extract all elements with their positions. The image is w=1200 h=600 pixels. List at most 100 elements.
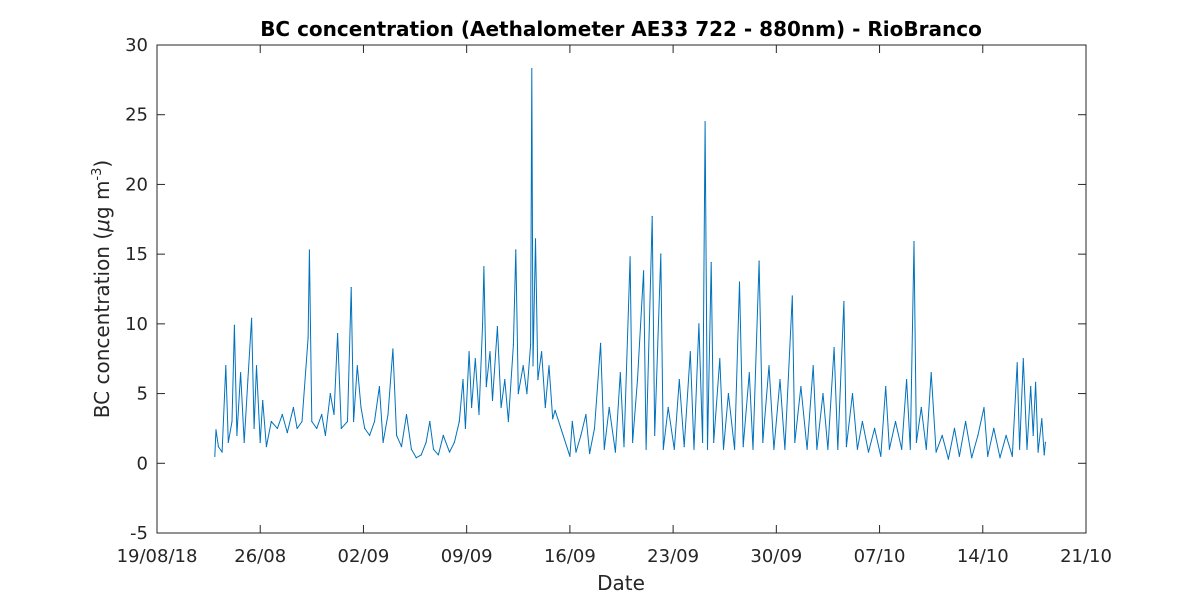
data-point (265, 446, 267, 448)
data-point (369, 434, 371, 436)
data-point (758, 260, 760, 262)
data-point (217, 446, 219, 448)
data-point (977, 434, 979, 436)
data-point (1041, 418, 1043, 420)
data-point (270, 420, 272, 423)
data-point (233, 324, 235, 326)
data-point (971, 457, 973, 459)
data-point (396, 434, 398, 436)
data-point (915, 441, 918, 443)
data-point (458, 420, 460, 423)
data-point (673, 448, 675, 450)
x-tick-label: 19/08/18 (117, 546, 198, 567)
data-point (548, 365, 550, 367)
data-point (253, 427, 255, 429)
data-point (614, 451, 617, 453)
data-point (415, 457, 417, 459)
data-point (704, 121, 706, 123)
data-point (350, 287, 352, 289)
data-point (762, 441, 764, 443)
data-point (471, 406, 473, 409)
data-point (837, 448, 839, 450)
data-point (307, 337, 309, 339)
data-point (941, 434, 943, 436)
data-point (935, 451, 937, 453)
data-point (544, 406, 546, 409)
data-point (227, 441, 229, 443)
data-point (534, 238, 537, 240)
data-point (221, 451, 223, 453)
data-point (920, 406, 922, 409)
data-point (702, 441, 704, 443)
data-point (569, 455, 571, 457)
data-point (619, 372, 621, 374)
y-axis-label-mu: μ (90, 219, 114, 233)
x-axis-label: Date (597, 571, 645, 595)
data-point (324, 434, 326, 436)
data-point (888, 448, 891, 450)
data-point (1016, 362, 1018, 364)
data-point (689, 351, 691, 353)
data-point (880, 455, 882, 457)
data-point (425, 441, 427, 443)
data-point (522, 365, 524, 367)
data-point (259, 441, 261, 443)
data-point (1044, 441, 1046, 443)
data-point (214, 455, 216, 457)
data-point (240, 372, 242, 374)
data-point (719, 358, 721, 360)
data-point (693, 448, 695, 450)
data-point (308, 249, 310, 251)
data-point (346, 420, 349, 423)
data-point (1030, 386, 1032, 388)
data-point (623, 446, 625, 448)
data-point (437, 454, 439, 456)
data-point (784, 448, 786, 450)
data-point (356, 365, 358, 367)
x-tick-label: 23/09 (647, 546, 699, 567)
data-point (552, 418, 554, 420)
data-point (867, 451, 870, 453)
series-line-bc-concentration (214, 68, 1046, 460)
data-point (861, 420, 864, 423)
data-point (255, 365, 258, 367)
data-point (500, 406, 502, 409)
data-point (1032, 434, 1034, 436)
data-point (734, 448, 736, 450)
data-point (851, 393, 854, 395)
data-point (800, 386, 802, 388)
axes-box (156, 44, 1087, 534)
data-point (843, 300, 845, 303)
y-axis-label-close: ) (90, 160, 114, 168)
data-point (485, 386, 487, 388)
data-point (1035, 381, 1037, 383)
data-point (515, 249, 517, 251)
data-point (727, 393, 730, 395)
data-point (1026, 448, 1028, 450)
data-point (489, 351, 491, 353)
data-point (571, 420, 573, 423)
chart-title: BC concentration (Aethalometer AE33 722 … (260, 17, 982, 41)
data-point (321, 413, 323, 416)
x-axis: 19/08/18 26/08 02/09 09/09 16/09 23/09 30/09 07… (117, 45, 1112, 567)
data-point (276, 427, 278, 429)
data-point (660, 253, 662, 255)
data-point (512, 344, 515, 346)
y-axis-label: BC concentration (μg m-3) (90, 160, 114, 418)
data-point (710, 261, 712, 264)
data-point (885, 386, 887, 388)
data-point (360, 406, 362, 409)
data-point (1005, 434, 1007, 436)
data-point (405, 413, 408, 416)
data-point (243, 441, 245, 443)
data-point (474, 358, 476, 360)
y-tick-label: 20 (125, 174, 148, 195)
data-point (1043, 454, 1045, 456)
y-axis-label-main: BC concentration ( (90, 232, 114, 418)
data-point (410, 448, 412, 450)
y-tick-label: 30 (125, 35, 148, 56)
data-point (845, 446, 848, 448)
data-point (337, 333, 339, 335)
data-point (448, 451, 451, 453)
data-point (930, 372, 932, 374)
